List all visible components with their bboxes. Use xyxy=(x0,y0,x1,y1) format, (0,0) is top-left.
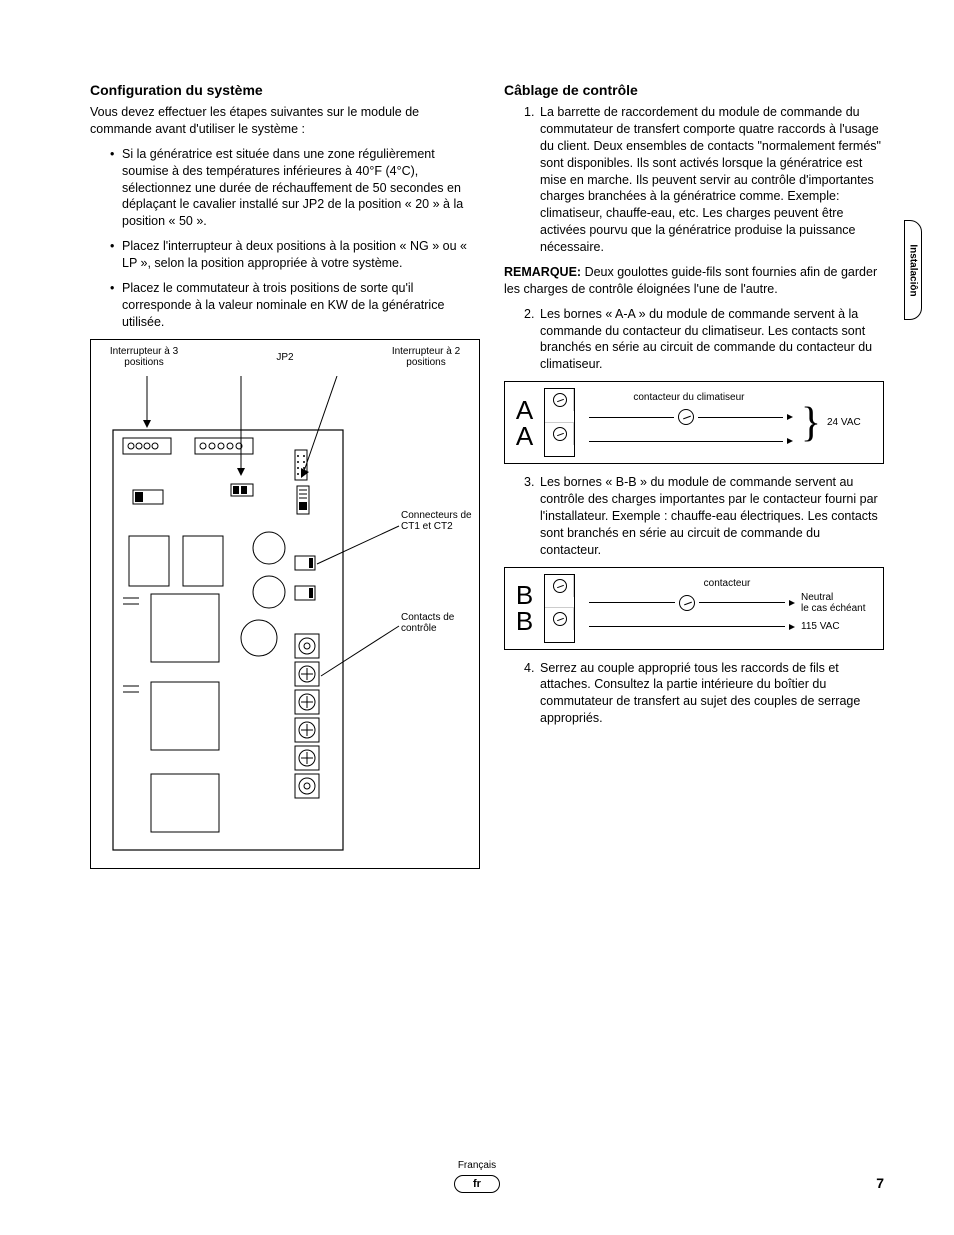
terminal-letters-a: A A xyxy=(505,388,545,457)
bullet: Placez le commutateur à trois positions … xyxy=(110,280,480,331)
letter: A xyxy=(516,423,533,449)
callout-ct: Connecteurs de CT1 et CT2 xyxy=(401,510,473,532)
contactor-icon xyxy=(678,409,694,425)
b-right-1: Neutral le cas échéant xyxy=(801,592,869,614)
right-column: Câblage de contrôle La barrette de racco… xyxy=(504,82,884,869)
diagram-a-title: contacteur du climatiseur xyxy=(585,392,793,403)
right-list-2: Les bornes « A-A » du module de commande… xyxy=(504,306,884,374)
arrow-icon xyxy=(787,414,793,420)
term-body-b: contacteur Neutral le cas échéant 115 VA… xyxy=(575,574,875,643)
side-tab: Instalaciôn xyxy=(904,220,922,320)
item-3: Les bornes « B-B » du module de commande… xyxy=(524,474,884,558)
right-list-top: La barrette de raccordement du module de… xyxy=(504,104,884,256)
letter: A xyxy=(516,397,533,423)
arrow-icon xyxy=(789,624,795,630)
page: Configuration du système Vous devez effe… xyxy=(0,0,954,909)
side-tab-label: Instalaciôn xyxy=(908,244,919,296)
left-column: Configuration du système Vous devez effe… xyxy=(90,82,480,869)
contactor-icon xyxy=(679,595,695,611)
page-number: 7 xyxy=(876,1175,884,1191)
board-diagram: Interrupteur à 3 positions JP2 Interrupt… xyxy=(90,339,480,869)
footer-lang: Français xyxy=(454,1160,500,1171)
right-heading: Câblage de contrôle xyxy=(504,82,884,98)
item-1: La barrette de raccordement du module de… xyxy=(524,104,884,256)
item-2: Les bornes « A-A » du module de commande… xyxy=(524,306,884,374)
diagram-top-labels: Interrupteur à 3 positions JP2 Interrupt… xyxy=(91,340,479,368)
bullet: Placez l'interrupteur à deux positions à… xyxy=(110,238,480,272)
neutral-sub: le cas échéant xyxy=(801,603,866,614)
diagram-a-voltage: 24 VAC xyxy=(827,417,875,428)
term-grid xyxy=(545,574,575,643)
terminal-diagram-a: A A contacteur du climatiseur xyxy=(504,381,884,464)
b-right-2: 115 VAC xyxy=(801,621,869,632)
arrow-icon xyxy=(787,438,793,444)
left-intro: Vous devez effectuer les étapes suivante… xyxy=(90,104,480,138)
left-heading: Configuration du système xyxy=(90,82,480,98)
left-bullets: Si la génératrice est située dans une zo… xyxy=(90,146,480,331)
item-4: Serrez au couple approprié tous les racc… xyxy=(524,660,884,728)
footer-code: fr xyxy=(454,1175,500,1193)
terminal-letters-b: B B xyxy=(505,574,545,643)
footer: Français fr xyxy=(0,1160,954,1193)
bullet: Si la génératrice est située dans une zo… xyxy=(110,146,480,230)
right-list-4: Serrez au couple approprié tous les racc… xyxy=(504,660,884,728)
letter: B xyxy=(516,608,533,634)
right-list-3: Les bornes « B-B » du module de commande… xyxy=(504,474,884,558)
remarque-label: REMARQUE: xyxy=(504,265,581,279)
terminal-diagram-b: B B contacteur Neutral le ca xyxy=(504,567,884,650)
label-3pos: Interrupteur à 3 positions xyxy=(99,346,189,368)
neutral-label: Neutral xyxy=(801,592,833,603)
term-body-a: contacteur du climatiseur xyxy=(575,388,799,457)
brace-group: } 24 VAC xyxy=(799,388,875,457)
label-jp2: JP2 xyxy=(265,346,305,368)
letter: B xyxy=(516,582,533,608)
callout-contacts: Contacts de contrôle xyxy=(401,612,473,634)
arrow-icon xyxy=(789,600,795,606)
label-2pos: Interrupteur à 2 positions xyxy=(381,346,471,368)
diagram-b-title: contacteur xyxy=(585,578,869,589)
remarque: REMARQUE: Deux goulottes guide-fils sont… xyxy=(504,264,884,298)
term-grid xyxy=(545,388,575,457)
brace-icon: } xyxy=(801,402,821,444)
